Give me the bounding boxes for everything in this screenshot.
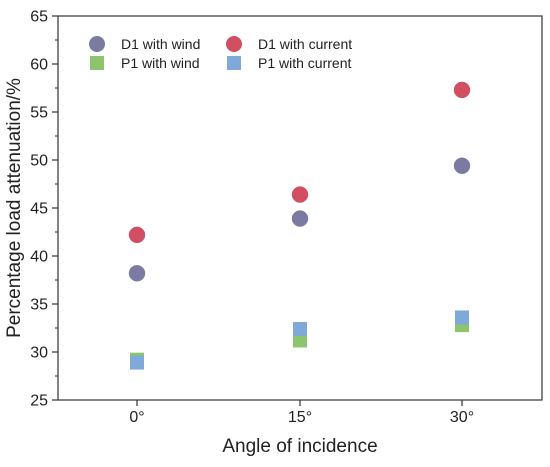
point-p1-with-current [130,355,144,370]
legend-marker [89,36,105,52]
y-tick-label: 25 [30,393,48,410]
point-p1-with-wind [293,333,307,348]
x-axis-title: Angle of incidence [222,436,377,457]
x-axis-ticks: 0° 15° 30° [129,400,474,426]
y-axis-title: Percentage load attenuation/% [4,78,25,338]
y-tick-label: 60 [30,57,48,74]
legend-label: P1 with current [258,55,351,71]
y-tick-label: 50 [30,153,48,170]
legend-marker [226,36,242,52]
y-axis-ticks: 25 30 35 40 45 50 55 60 65 [30,9,58,410]
data-points [128,81,471,370]
point-d1-with-wind [453,157,471,175]
legend-label: P1 with wind [121,55,200,71]
point-d1-with-wind [291,210,309,227]
x-tick-label: 15° [288,409,312,426]
x-tick-label: 30° [450,409,474,426]
point-d1-with-current [128,226,146,244]
point-p1-with-current [455,310,469,325]
point-d1-with-wind [128,265,146,282]
legend: D1 with wind D1 with current P1 with wind P… [89,36,352,71]
point-d1-with-current [453,81,471,99]
legend-label: D1 with wind [121,36,200,52]
legend-marker [90,56,104,70]
y-tick-label: 30 [30,345,48,362]
legend-marker [227,56,241,70]
y-tick-label: 35 [30,297,48,314]
legend-label: D1 with current [258,36,352,52]
point-d1-with-current [291,186,309,203]
y-tick-label: 45 [30,201,48,218]
point-p1-with-current [293,321,307,336]
x-tick-label: 0° [129,409,144,426]
y-tick-label: 40 [30,249,48,266]
y-tick-label: 65 [30,9,48,26]
y-tick-label: 55 [30,105,48,122]
